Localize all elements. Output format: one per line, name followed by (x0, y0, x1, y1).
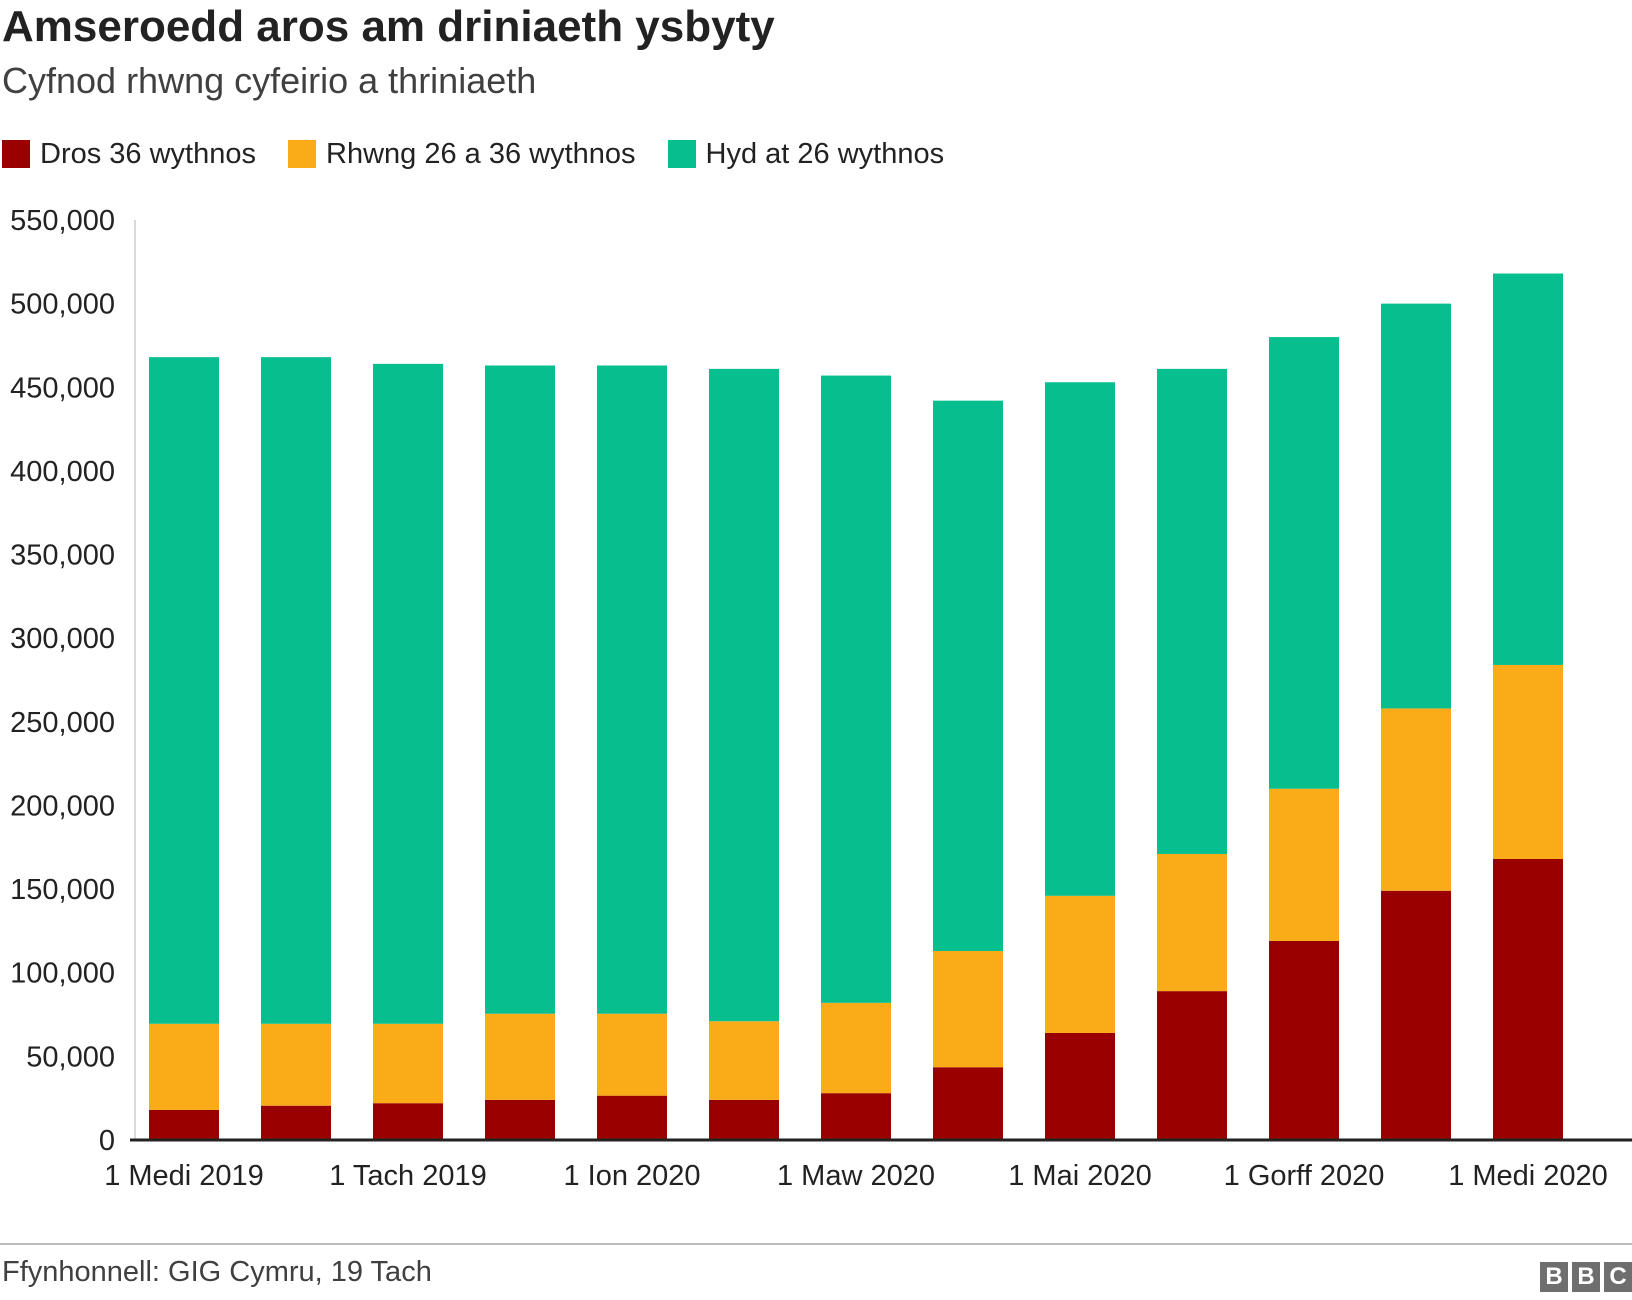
bars (149, 273, 1563, 1140)
bar-up-to-26-weeks-7 (821, 375, 891, 1003)
bar-over-36-weeks-3 (373, 1103, 443, 1140)
bbc-logo-letter-b2: B (1572, 1262, 1600, 1292)
bar-26-to-36-weeks-4 (485, 1013, 555, 1100)
bbc-logo: B B C (1536, 1262, 1632, 1292)
bar-over-36-weeks-9 (1045, 1032, 1115, 1140)
bar-up-to-26-weeks-10 (1157, 368, 1227, 854)
bar-over-36-weeks-5 (597, 1095, 667, 1140)
bar-up-to-26-weeks-4 (485, 365, 555, 1014)
bar-26-to-36-weeks-8 (933, 950, 1003, 1068)
bar-over-36-weeks-12 (1381, 890, 1451, 1140)
bar-over-36-weeks-6 (709, 1099, 779, 1140)
bar-over-36-weeks-10 (1157, 991, 1227, 1140)
bar-up-to-26-weeks-11 (1269, 337, 1339, 789)
bar-26-to-36-weeks-3 (373, 1023, 443, 1104)
bar-26-to-36-weeks-9 (1045, 895, 1115, 1033)
bar-26-to-36-weeks-5 (597, 1013, 667, 1096)
legend-swatch-up-to-26-weeks (667, 140, 696, 168)
legend-label-26-to-36-weeks: Rhwng 26 a 36 wythnos (326, 137, 636, 170)
bar-up-to-26-weeks-1 (149, 357, 219, 1024)
bar-up-to-26-weeks-5 (597, 365, 667, 1014)
bar-over-36-weeks-2 (261, 1105, 331, 1140)
bar-over-36-weeks-8 (933, 1067, 1003, 1140)
y-tick-label: 50,000 (26, 1041, 115, 1073)
bar-up-to-26-weeks-6 (709, 368, 779, 1022)
legend-item-up-to-26-weeks: Hyd at 26 wythnos (667, 137, 945, 171)
bar-26-to-36-weeks-1 (149, 1023, 219, 1110)
y-tick-label: 250,000 (10, 707, 115, 739)
bar-up-to-26-weeks-8 (933, 400, 1003, 951)
legend-label-over-36-weeks: Dros 36 wythnos (40, 137, 256, 170)
bar-26-to-36-weeks-7 (821, 1002, 891, 1094)
chart-title: Amseroedd aros am driniaeth ysbyty (2, 2, 775, 51)
y-tick-label: 450,000 (10, 372, 115, 404)
x-tick-label: 1 Medi 2020 (1448, 1160, 1608, 1192)
legend-label-up-to-26-weeks: Hyd at 26 wythnos (705, 137, 945, 170)
bar-up-to-26-weeks-12 (1381, 303, 1451, 709)
bbc-logo-letter-c: C (1604, 1262, 1632, 1292)
y-axis-ticks: 0 50,000 100,000 150,000 200,000 250,000 300,0… (10, 205, 115, 1157)
bar-up-to-26-weeks-13 (1493, 273, 1563, 665)
y-tick-label: 300,000 (10, 623, 115, 655)
bar-over-36-weeks-13 (1493, 858, 1563, 1140)
legend-item-over-36-weeks: Dros 36 wythnos (2, 138, 256, 171)
bar-over-36-weeks-7 (821, 1093, 891, 1140)
bar-26-to-36-weeks-10 (1157, 853, 1227, 992)
x-tick-label: 1 Maw 2020 (777, 1160, 935, 1192)
bar-up-to-26-weeks-3 (373, 363, 443, 1024)
bbc-logo-letter-b1: B (1540, 1262, 1568, 1292)
x-tick-label: 1 Mai 2020 (1008, 1160, 1152, 1192)
legend-item-26-to-36-weeks: Rhwng 26 a 36 wythnos (288, 138, 636, 171)
bar-over-36-weeks-1 (149, 1109, 219, 1140)
bar-26-to-36-weeks-6 (709, 1021, 779, 1100)
x-tick-label: 1 Medi 2019 (104, 1160, 264, 1192)
y-tick-label: 100,000 (10, 958, 115, 990)
legend: Dros 36 wythnos Rhwng 26 a 36 wythnos Hy… (2, 134, 976, 174)
bar-up-to-26-weeks-2 (261, 357, 331, 1024)
bar-26-to-36-weeks-2 (261, 1023, 331, 1106)
y-tick-label: 350,000 (10, 540, 115, 572)
bar-26-to-36-weeks-11 (1269, 788, 1339, 941)
bar-over-36-weeks-4 (485, 1099, 555, 1140)
bar-up-to-26-weeks-9 (1045, 382, 1115, 896)
footer-divider (0, 1243, 1632, 1245)
source-note: Ffynhonnell: GIG Cymru, 19 Tach (2, 1256, 432, 1288)
y-tick-label: 550,000 (10, 205, 115, 237)
x-tick-label: 1 Tach 2019 (329, 1160, 487, 1192)
bar-26-to-36-weeks-12 (1381, 708, 1451, 891)
y-tick-label: 150,000 (10, 874, 115, 906)
legend-swatch-26-to-36-weeks (288, 140, 316, 168)
x-tick-label: 1 Gorff 2020 (1224, 1160, 1385, 1192)
y-tick-label: 400,000 (10, 456, 115, 488)
stacked-bar-chart: 0 50,000 100,000 150,000 200,000 250,000 300,0… (10, 205, 1632, 1192)
chart-subtitle: Cyfnod rhwng cyfeirio a thriniaeth (2, 60, 537, 101)
y-tick-label: 0 (99, 1125, 115, 1157)
y-tick-label: 500,000 (10, 289, 115, 321)
x-tick-label: 1 Ion 2020 (563, 1160, 700, 1192)
y-tick-label: 200,000 (10, 790, 115, 822)
bar-over-36-weeks-11 (1269, 940, 1339, 1140)
bar-26-to-36-weeks-13 (1493, 664, 1563, 859)
legend-swatch-over-36-weeks (2, 140, 30, 168)
x-axis-ticks: 1 Medi 2019 1 Tach 2019 1 Ion 2020 1 Maw 20… (104, 1160, 1608, 1192)
